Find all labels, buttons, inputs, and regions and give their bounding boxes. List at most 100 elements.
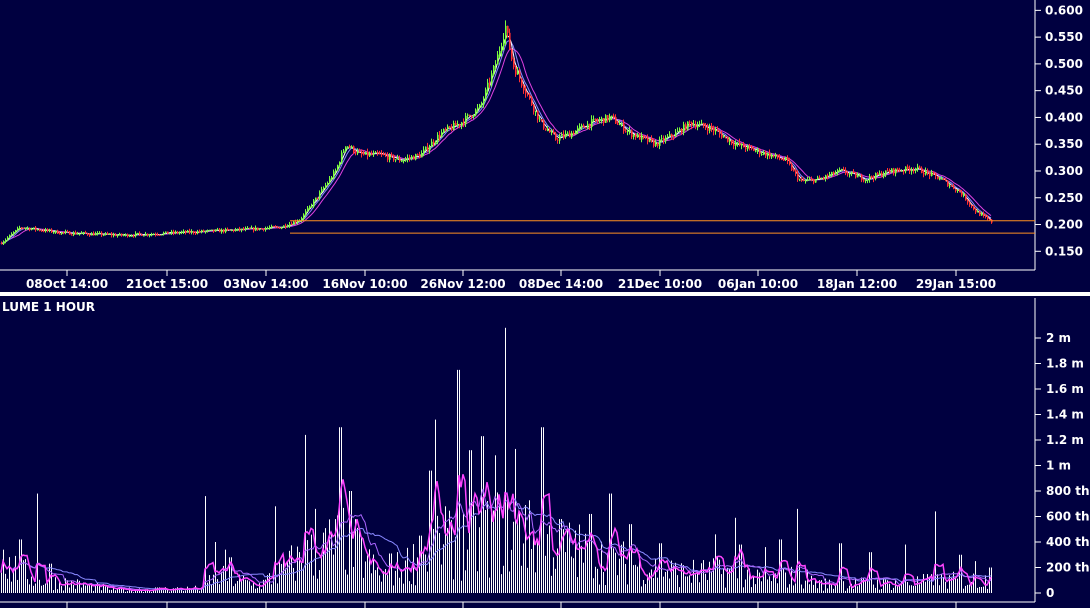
- volume-bar: [229, 557, 230, 593]
- candle-body: [983, 213, 985, 216]
- volume-bar: [133, 592, 134, 593]
- candle-body: [885, 170, 887, 175]
- volume-bar: [501, 574, 502, 593]
- candle-body: [151, 234, 153, 236]
- volume-bar: [751, 587, 752, 593]
- volume-bar: [25, 559, 26, 593]
- volume-bar: [733, 564, 734, 593]
- volume-bar: [257, 587, 258, 593]
- volume-bar: [365, 561, 366, 593]
- candle-body: [689, 121, 691, 123]
- volume-bar: [201, 587, 202, 593]
- candle-body: [661, 138, 663, 140]
- volume-bar: [877, 579, 878, 593]
- volume-bar: [555, 568, 556, 593]
- candle-body: [469, 114, 471, 116]
- candle-body: [277, 226, 279, 228]
- candle-body: [131, 235, 133, 237]
- price-x-tick-label: 08Oct 14:00: [26, 277, 108, 291]
- volume-bar: [917, 576, 918, 593]
- volume-bar: [735, 517, 736, 593]
- candle-body: [785, 157, 787, 161]
- candle-body: [779, 157, 781, 159]
- volume-bar: [613, 548, 614, 593]
- volume-bar: [641, 586, 642, 593]
- candle-body: [705, 126, 707, 128]
- candle-body: [417, 154, 419, 156]
- candle-body: [317, 197, 319, 199]
- candle-body: [185, 231, 187, 233]
- volume-bar: [547, 534, 548, 593]
- candle-body: [167, 231, 169, 234]
- volume-bar: [101, 590, 102, 593]
- candle-body: [413, 156, 415, 160]
- volume-bar: [935, 511, 936, 593]
- candle-body: [45, 229, 47, 232]
- candle-body: [707, 127, 709, 131]
- volume-bar: [319, 570, 320, 593]
- candle-body: [873, 177, 875, 179]
- candle-body: [339, 162, 341, 166]
- candle-body: [945, 179, 947, 181]
- candle-body: [679, 129, 681, 131]
- candle-body: [209, 229, 211, 231]
- volume-bar: [487, 501, 488, 593]
- candle-body: [309, 206, 311, 208]
- volume-moving-averages: [0, 474, 992, 592]
- volume-bar: [341, 427, 342, 593]
- volume-bar: [883, 577, 884, 593]
- candle-body: [433, 141, 435, 144]
- volume-bar: [703, 560, 704, 593]
- candle-body: [781, 158, 783, 160]
- candle-body: [793, 170, 795, 172]
- volume-bar: [285, 568, 286, 593]
- volume-bar: [823, 590, 824, 593]
- volume-y-tick-label: 1.8 m: [1046, 357, 1084, 371]
- volume-bar: [761, 581, 762, 593]
- candle-body: [43, 230, 45, 232]
- volume-bar: [463, 514, 464, 593]
- candle-body: [69, 231, 71, 235]
- candle-body: [73, 232, 75, 235]
- candle-body: [729, 139, 731, 142]
- volume-bar: [473, 502, 474, 593]
- volume-bar: [815, 579, 816, 593]
- candle-body: [19, 227, 21, 229]
- candle-body: [917, 166, 919, 169]
- volume-bar: [349, 491, 350, 593]
- volume-bar: [377, 567, 378, 593]
- volume-bar: [941, 574, 942, 593]
- volume-bar: [457, 369, 458, 593]
- volume-bar: [135, 589, 136, 593]
- volume-bar: [741, 544, 742, 593]
- candle-body: [491, 73, 493, 84]
- volume-bar: [679, 587, 680, 593]
- volume-bar: [553, 557, 554, 593]
- volume-bar: [605, 585, 606, 593]
- candle-body: [227, 228, 229, 230]
- candle-body: [79, 233, 81, 235]
- candle-body: [153, 234, 155, 236]
- volume-bar: [367, 555, 368, 593]
- volume-bar: [991, 567, 992, 593]
- volume-bar: [399, 577, 400, 593]
- volume-bar: [859, 583, 860, 593]
- volume-bar: [643, 579, 644, 593]
- candle-body: [889, 171, 891, 173]
- candle-body: [415, 154, 417, 160]
- volume-bar: [277, 583, 278, 593]
- candle-body: [579, 126, 581, 128]
- volume-bar: [781, 539, 782, 593]
- volume-bar: [89, 583, 90, 593]
- volume-bar: [881, 588, 882, 593]
- candle-body: [399, 157, 401, 162]
- candle-body: [201, 230, 203, 232]
- volume-bar: [385, 568, 386, 593]
- candle-body: [411, 156, 413, 159]
- volume-bar: [821, 580, 822, 593]
- candle-body: [549, 130, 551, 133]
- volume-bar: [433, 528, 434, 593]
- candle-body: [435, 141, 437, 144]
- volume-bar: [81, 587, 82, 593]
- candle-body: [685, 124, 687, 130]
